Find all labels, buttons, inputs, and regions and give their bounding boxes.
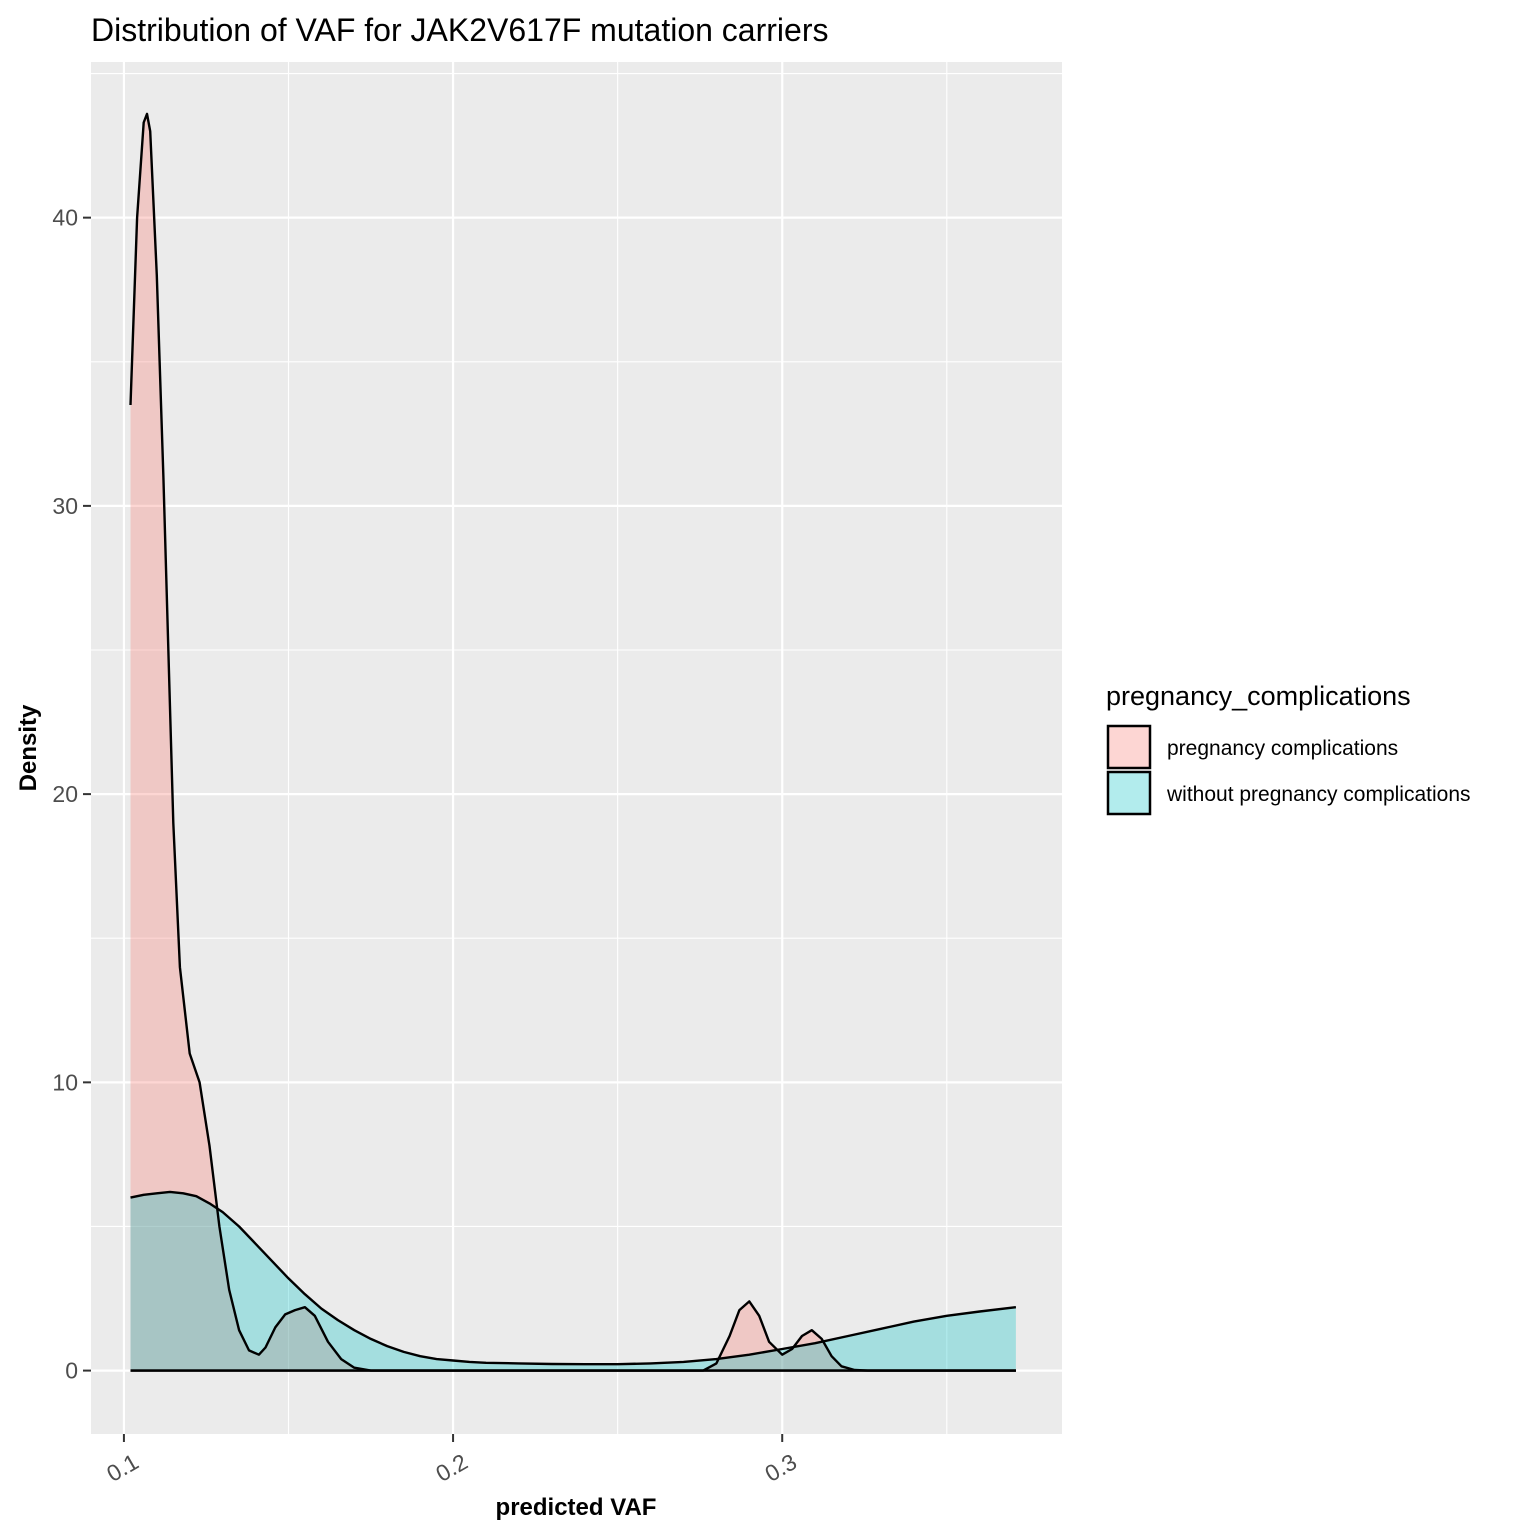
- x-tick-label: 0.3: [760, 1448, 801, 1487]
- plot-panel: [91, 62, 1062, 1434]
- legend: pregnancy_complications pregnancy compli…: [1106, 681, 1471, 816]
- legend-key-pregnancy-complications: [1106, 724, 1152, 770]
- legend-item-pregnancy-complications: pregnancy complications: [1106, 724, 1398, 770]
- y-axis-title: Density: [15, 704, 42, 791]
- y-tick-label: 20: [52, 781, 78, 807]
- x-tick-label: 0.2: [431, 1448, 472, 1487]
- y-tick-label: 10: [52, 1069, 78, 1095]
- minor-gridlines: [91, 62, 1062, 1434]
- y-tick-label: 40: [52, 205, 78, 231]
- legend-label-pregnancy-complications: pregnancy complications: [1167, 737, 1398, 760]
- series-line-1: [130, 1190, 1017, 1366]
- series-line-0: [129, 112, 1016, 1372]
- legend-title: pregnancy_complications: [1106, 681, 1411, 711]
- legend-item-without-pregnancy-complications: without pregnancy complications: [1106, 770, 1471, 816]
- x-axis: 0.1 0.2 0.3: [102, 1434, 801, 1487]
- y-tick-label: 30: [52, 493, 78, 519]
- legend-label-without-pregnancy-complications: without pregnancy complications: [1166, 783, 1471, 806]
- y-tick-label: 0: [65, 1358, 78, 1384]
- legend-key-without-pregnancy-complications: [1106, 770, 1152, 816]
- x-axis-title: predicted VAF: [496, 1494, 657, 1521]
- chart-title: Distribution of VAF for JAK2V617F mutati…: [91, 12, 828, 48]
- density-series: [129, 112, 1017, 1372]
- y-axis: 0 10 20 30 40: [52, 205, 91, 1384]
- major-gridlines: [91, 62, 1062, 1434]
- series-area-0: [130, 113, 1016, 1371]
- x-tick-label: 0.1: [102, 1448, 143, 1487]
